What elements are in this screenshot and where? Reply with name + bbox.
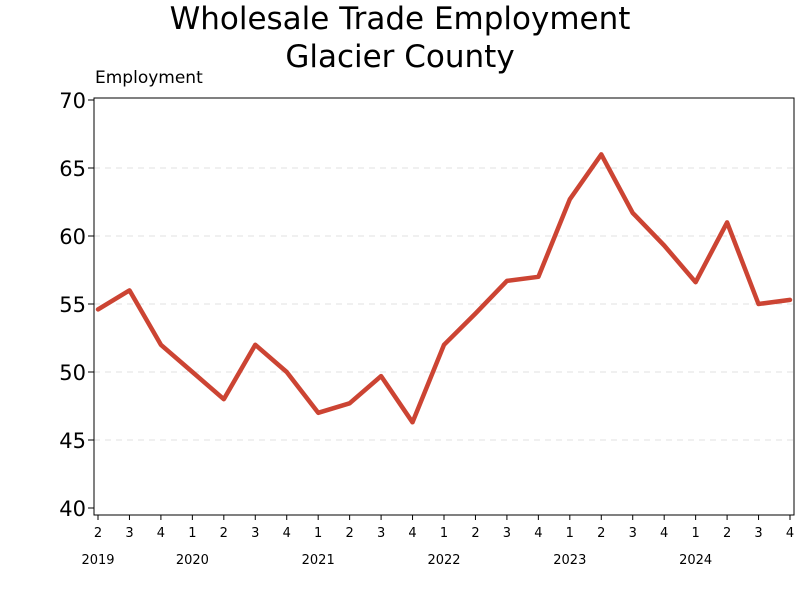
y-tick-label: 60 [59, 225, 86, 249]
x-year-label: 2020 [176, 553, 209, 568]
x-tick-label: 1 [691, 526, 699, 541]
x-tick-label: 3 [125, 526, 133, 541]
x-tick-label: 2 [597, 526, 605, 541]
x-tick-label: 1 [566, 526, 574, 541]
x-year-label: 2019 [81, 553, 114, 568]
y-tick-label: 65 [59, 157, 86, 181]
plot-frame [93, 97, 795, 516]
y-tick-label: 40 [59, 497, 86, 521]
x-tick-label: 2 [723, 526, 731, 541]
x-tick-label: 4 [157, 526, 165, 541]
chart-subtitle: Glacier County [285, 39, 515, 75]
series-line [95, 152, 793, 425]
x-tick-label: 3 [629, 526, 637, 541]
x-year-label: 2024 [679, 553, 712, 568]
chart-title: Wholesale Trade Employment [169, 1, 631, 37]
y-tick-label: 70 [59, 89, 86, 113]
x-tick-label: 4 [283, 526, 291, 541]
x-tick-label: 2 [345, 526, 353, 541]
y-tick-label: 45 [59, 429, 86, 453]
x-tick-label: 3 [377, 526, 385, 541]
x-year-label: 2023 [553, 553, 586, 568]
x-tick-label: 1 [440, 526, 448, 541]
x-tick-label: 2 [94, 526, 102, 541]
x-tick-label: 3 [251, 526, 259, 541]
x-year-label: 2022 [427, 553, 460, 568]
x-year-label: 2021 [302, 553, 335, 568]
x-tick-label: 4 [660, 526, 668, 541]
x-tick-label: 1 [188, 526, 196, 541]
y-axis-label: Employment [95, 68, 203, 88]
x-tick-label: 3 [503, 526, 511, 541]
x-tick-label: 1 [314, 526, 322, 541]
y-tick-label: 50 [59, 361, 86, 385]
y-tick-label: 55 [59, 293, 86, 317]
x-tick-label: 4 [786, 526, 794, 541]
x-tick-label: 3 [754, 526, 762, 541]
x-tick-label: 2 [220, 526, 228, 541]
x-tick-label: 4 [408, 526, 416, 541]
x-tick-label: 2 [471, 526, 479, 541]
x-tick-label: 4 [534, 526, 542, 541]
